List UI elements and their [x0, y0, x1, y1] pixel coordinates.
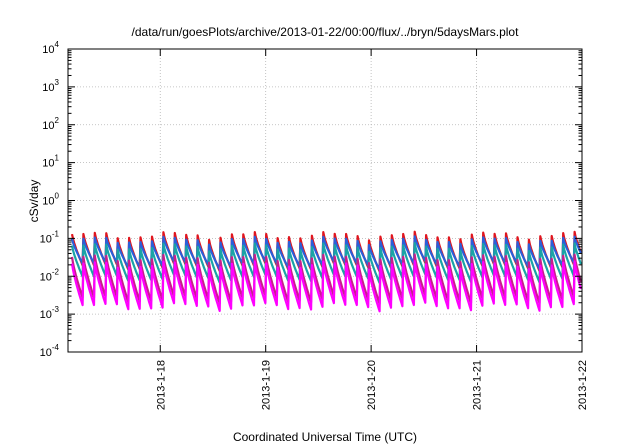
x-axis-label: Coordinated Universal Time (UTC) — [233, 430, 417, 444]
y-tick-label: 101 — [42, 154, 59, 170]
series-line — [70, 235, 582, 271]
y-tick-label: 104 — [42, 40, 59, 56]
y-axis-label: cSv/day — [27, 180, 41, 223]
x-tick-label: 2013-1-18 — [155, 360, 167, 410]
plot-frame — [67, 48, 583, 353]
y-tick-label: 100 — [42, 192, 59, 208]
grid-lines — [68, 49, 582, 352]
y-tick-label: 10-4 — [40, 343, 60, 359]
series-group — [70, 230, 582, 313]
x-axis: 2013-1-18 2013-1-19 2013-1-20 2013-1-21 2013… — [155, 49, 589, 410]
series-line — [70, 260, 582, 313]
series-line — [70, 253, 582, 305]
x-tick-label: 2013-1-20 — [366, 360, 378, 410]
y-tick-label: 10-3 — [40, 305, 60, 321]
series-line — [70, 242, 582, 284]
y-tick-label: 102 — [42, 116, 59, 132]
y-tick-label: 103 — [42, 78, 59, 94]
x-tick-label: 2013-1-21 — [472, 360, 484, 410]
chart-title: /data/run/goesPlots/archive/2013-01-22/0… — [132, 25, 520, 39]
x-tick-label: 2013-1-19 — [261, 360, 273, 410]
y-axis: 104 103 102 101 100 10-1 10-2 10-3 10-4 — [40, 40, 582, 359]
y-tick-label: 10-2 — [40, 267, 60, 283]
x-tick-label: 2013-1-22 — [577, 360, 589, 410]
y-tick-label: 10-1 — [40, 229, 60, 245]
